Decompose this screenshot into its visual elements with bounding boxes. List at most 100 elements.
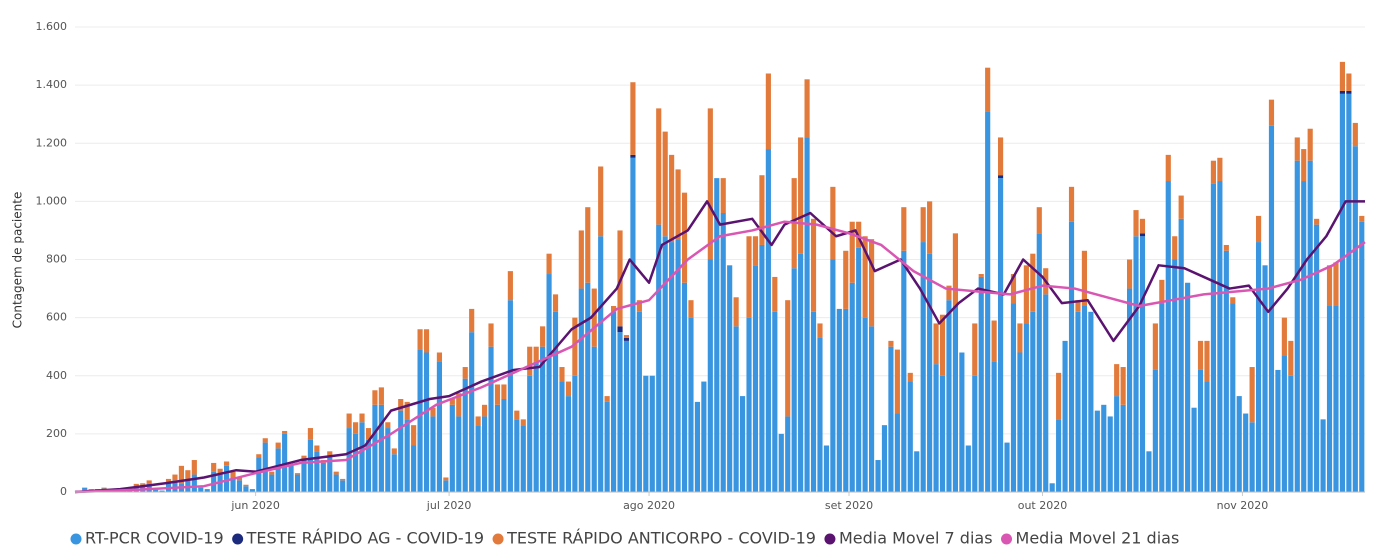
- bar-segment: [436, 352, 443, 362]
- bar-segment: [1197, 369, 1204, 492]
- bar-segment: [1056, 372, 1062, 420]
- bar-segment: [262, 442, 268, 492]
- bar-segment: [1023, 323, 1029, 492]
- bar-segment: [1178, 218, 1184, 492]
- bar-segment: [585, 207, 591, 283]
- bar-segment: [172, 480, 178, 492]
- bar-segment: [927, 253, 933, 492]
- bar-segment: [1230, 303, 1236, 492]
- bar-segment: [236, 477, 243, 481]
- bar-segment: [552, 294, 559, 312]
- bar-segment: [475, 425, 481, 492]
- y-tick-label: 800: [46, 253, 67, 266]
- bar-segment: [82, 487, 88, 492]
- bar-segment: [791, 268, 797, 492]
- bar-segment: [411, 425, 417, 446]
- bar-segment: [301, 455, 307, 461]
- bar-segment: [849, 221, 855, 283]
- bar-segment: [365, 428, 372, 440]
- bar-segment: [178, 465, 185, 484]
- bar-segment: [604, 396, 610, 402]
- bar-segment: [1152, 323, 1158, 370]
- bar-segment: [269, 474, 275, 492]
- bar-segment: [230, 477, 236, 492]
- bar-segment: [430, 407, 436, 417]
- bar-segment: [688, 317, 694, 492]
- bar-segment: [501, 384, 507, 399]
- bar-segment: [810, 218, 817, 312]
- x-tick-label: ago 2020: [623, 499, 675, 512]
- bar-segment: [1333, 306, 1339, 492]
- bar-segment: [610, 311, 617, 492]
- bar-segment: [727, 265, 733, 492]
- bar-segment: [333, 471, 339, 475]
- bar-segment: [733, 326, 739, 492]
- bar-segment: [1352, 122, 1358, 147]
- bar-segment: [752, 236, 759, 266]
- bar-segment: [643, 375, 649, 492]
- bar-segment: [243, 484, 249, 487]
- bar-segment: [359, 422, 365, 492]
- bar-segment: [630, 82, 636, 155]
- bar-segment: [623, 340, 630, 492]
- bar-segment: [385, 428, 391, 492]
- bar-segment: [1114, 364, 1120, 397]
- bar-segment: [1288, 375, 1294, 492]
- bar-segment: [546, 253, 552, 275]
- bar-segment: [527, 375, 533, 492]
- bar-segment: [939, 314, 946, 376]
- bar-segment: [378, 404, 384, 492]
- bar-segment: [469, 308, 475, 333]
- bar-segment: [662, 131, 668, 237]
- bar-segment: [1314, 224, 1320, 492]
- bar-segment: [623, 335, 630, 338]
- bar-segment: [1017, 352, 1023, 492]
- bar-segment: [656, 108, 662, 225]
- bar-segment: [1255, 242, 1262, 492]
- bar-segment: [1326, 306, 1333, 492]
- bar-segment: [249, 489, 255, 492]
- bar-segment: [462, 378, 468, 492]
- bar-segment: [907, 372, 913, 382]
- bar-segment: [578, 288, 584, 492]
- bar-segment: [481, 404, 488, 417]
- legend-label: Media Movel 7 dias: [839, 529, 993, 548]
- bar-segment: [1268, 99, 1275, 126]
- bar-segment: [978, 274, 984, 277]
- bar-segment: [1043, 294, 1049, 492]
- bar-segment: [275, 442, 281, 449]
- bar-segment: [1326, 265, 1333, 306]
- bar-segment: [1249, 367, 1255, 423]
- bar-segment: [952, 306, 959, 492]
- bar-segment: [694, 401, 701, 492]
- bar-segment: [1088, 311, 1094, 492]
- bar-segment: [165, 478, 172, 482]
- bar-segment: [191, 460, 197, 475]
- bar-segment: [1217, 157, 1223, 182]
- y-tick-label: 1.000: [36, 194, 68, 207]
- grid: [75, 26, 1365, 493]
- bar-segment: [1223, 244, 1229, 251]
- bar-segment: [1133, 210, 1139, 237]
- bar-segment: [636, 311, 642, 492]
- legend-label: TESTE RÁPIDO AG - COVID-19: [246, 529, 484, 548]
- bar-segment: [1346, 73, 1352, 91]
- bar-segment: [404, 419, 410, 492]
- bar-segment: [675, 169, 681, 240]
- bar-segment: [352, 433, 359, 492]
- bar-segment: [488, 346, 494, 492]
- bar-segment: [997, 178, 1004, 492]
- bar-segment: [1339, 93, 1346, 492]
- bar-segment: [610, 306, 617, 312]
- bar-segment: [1204, 340, 1210, 382]
- bar-segment: [978, 276, 984, 492]
- bar-segment: [798, 137, 804, 254]
- bar-segment: [1094, 410, 1100, 492]
- bar-segment: [1068, 221, 1075, 492]
- bar-segment: [843, 250, 849, 309]
- bar-segment: [385, 422, 391, 429]
- bar-segment: [662, 236, 668, 492]
- bar-segment: [1294, 160, 1300, 492]
- bar-segment: [1049, 483, 1055, 492]
- bar-segment: [849, 282, 855, 492]
